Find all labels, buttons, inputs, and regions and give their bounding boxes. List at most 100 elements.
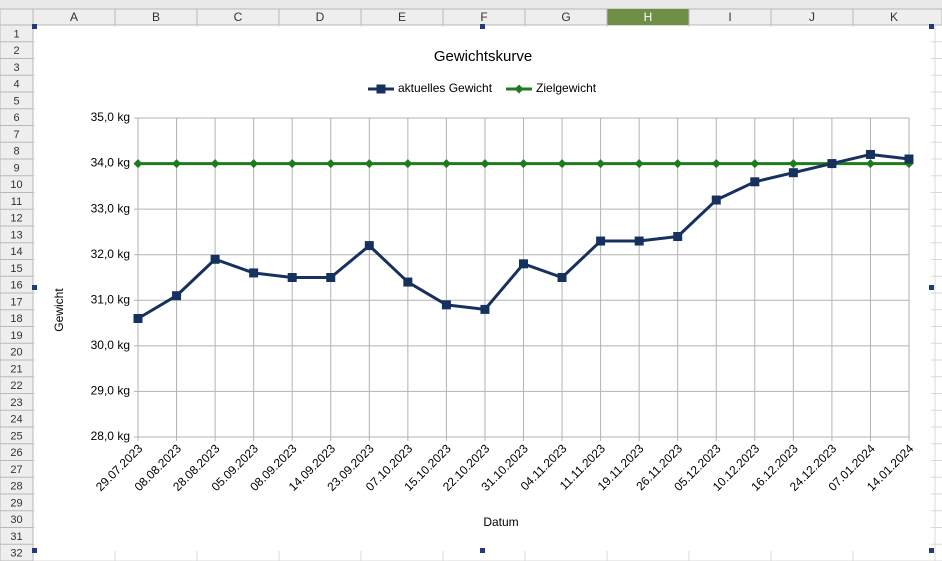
data-point [904,154,914,164]
data-point [249,268,259,278]
legend-label: aktuelles Gewicht [398,81,493,95]
data-point [711,195,721,205]
row-header: 15 [10,263,22,275]
data-point [403,159,413,169]
column-header: G [561,10,570,24]
legend-marker [376,84,386,94]
row-header: 27 [10,464,22,476]
data-point [480,159,490,169]
data-point [172,159,182,169]
active-column-header [607,9,689,25]
data-point [865,159,875,169]
legend-label: Zielgewicht [536,81,597,95]
data-point [596,236,606,246]
column-header: E [398,10,406,24]
y-axis-label: Gewicht [52,288,66,332]
row-header: 16 [10,280,22,292]
data-point [711,159,721,169]
data-point [133,314,143,324]
data-point [750,159,760,169]
column-header: H [644,10,653,24]
row-header: 8 [13,146,19,158]
data-point [480,304,490,314]
chart-title: Gewichtskurve [434,48,532,65]
row-header: 6 [13,112,19,124]
data-point [326,159,336,169]
data-point [133,159,143,169]
column-header: I [728,10,731,24]
row-header: 23 [10,397,22,409]
row-header: 17 [10,296,22,308]
row-header: 26 [10,447,22,459]
column-header: A [70,10,78,24]
row-header: 10 [10,179,22,191]
data-point [249,159,259,169]
data-point [172,291,182,301]
row-header: 22 [10,380,22,392]
row-header: 29 [10,497,22,509]
data-point [287,159,297,169]
row-header: 32 [10,548,22,560]
column-header-bar [0,8,942,26]
data-point [634,236,644,246]
y-tick-label: 33,0 kg [91,201,130,215]
row-header: 20 [10,347,22,359]
data-point [441,159,451,169]
row-header: 12 [10,213,22,225]
data-point [403,277,413,287]
row-header: 24 [10,414,22,426]
row-header: 30 [10,514,22,526]
data-point [788,159,798,169]
x-axis-label: Datum [483,515,518,529]
row-header: 9 [13,162,19,174]
column-header: B [152,10,160,24]
data-point [364,241,374,251]
row-header: 28 [10,481,22,493]
row-header: 2 [13,45,19,57]
data-point [210,254,220,264]
y-tick-label: 32,0 kg [91,247,130,261]
data-point [865,149,875,159]
data-point [557,159,567,169]
column-header: J [809,10,815,24]
data-point [519,259,528,269]
data-point [364,159,374,169]
chart-handles [32,24,934,553]
row-header: 4 [13,79,19,91]
data-point [788,168,798,178]
y-tick-label: 30,0 kg [91,338,130,352]
data-point [210,159,220,169]
y-tick-label: 28,0 kg [91,429,130,443]
data-point [326,273,336,282]
row-header: 31 [10,531,22,543]
data-point [287,273,297,282]
row-header: 25 [10,430,22,442]
data-point [596,159,606,169]
column-header: F [480,10,487,24]
column-header: C [234,10,243,24]
row-header: 3 [13,62,19,74]
row-header: 18 [10,313,22,325]
legend-marker [514,84,524,94]
row-header: 19 [10,330,22,342]
data-point [519,159,528,169]
row-header: 7 [13,129,19,141]
row-header: 13 [10,229,22,241]
row-header: 11 [11,196,22,208]
row-header: 21 [10,363,22,375]
chart-area [35,27,931,551]
data-point [673,231,683,241]
row-header: 14 [10,246,22,258]
data-point [750,177,760,187]
y-tick-label: 34,0 kg [91,156,130,170]
row-header: 5 [13,95,19,107]
column-header: D [316,10,325,24]
y-tick-label: 31,0 kg [91,292,130,306]
y-tick-label: 29,0 kg [91,384,130,398]
y-tick-label: 35,0 kg [91,110,130,124]
data-point [673,159,683,169]
column-header: K [890,10,898,24]
data-point [557,273,567,282]
data-point [827,159,837,169]
